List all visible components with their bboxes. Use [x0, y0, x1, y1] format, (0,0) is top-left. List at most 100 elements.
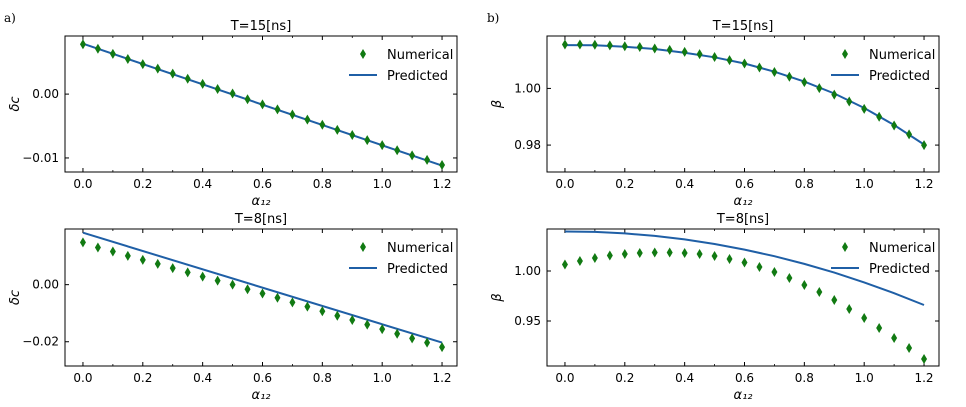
x-tick-label: 0.8	[795, 371, 814, 385]
x-tick-label: 0.8	[313, 177, 332, 191]
x-tick-label: 0.4	[675, 177, 694, 191]
legend-numerical-label: Numerical	[869, 241, 935, 256]
numerical-point	[876, 323, 883, 333]
y-tick-label: 1.00	[514, 81, 541, 95]
x-tick-label: 1.2	[432, 371, 451, 385]
numerical-point	[214, 275, 221, 286]
numerical-point	[681, 46, 688, 57]
numerical-point	[439, 159, 446, 170]
legend-predicted-label: Predicted	[387, 69, 448, 84]
numerical-point	[816, 83, 823, 94]
numerical-point	[94, 43, 101, 54]
numerical-point	[696, 249, 703, 259]
numerical-point	[891, 120, 898, 131]
legend-numerical-marker	[842, 242, 848, 252]
numerical-point	[124, 250, 131, 261]
legend: Numerical Predicted	[831, 48, 935, 84]
numerical-point	[651, 43, 658, 54]
chart-title: T=15[ns]	[230, 19, 292, 34]
numerical-point	[349, 129, 356, 140]
numerical-point	[741, 58, 748, 69]
x-tick-label: 0.6	[735, 371, 754, 385]
numerical-point	[561, 39, 568, 50]
legend-numerical-label: Numerical	[869, 48, 935, 63]
numerical-point	[274, 104, 281, 115]
numerical-point	[636, 42, 643, 53]
x-tick-label: 0.4	[193, 177, 212, 191]
x-axis-label: α₁₂	[252, 388, 271, 403]
numerical-point	[906, 343, 913, 353]
x-tick-label: 0.4	[675, 371, 694, 385]
x-tick-label: 0.6	[253, 177, 272, 191]
plot-frame	[64, 35, 458, 173]
y-tick-label: 0.95	[514, 314, 541, 328]
numerical-point	[79, 39, 86, 50]
numerical-point	[184, 267, 191, 278]
numerical-point	[576, 39, 583, 50]
numerical-point	[184, 73, 191, 84]
numerical-point	[409, 150, 416, 161]
x-tick-label: 0.0	[73, 371, 92, 385]
legend: Numerical Predicted	[349, 241, 453, 277]
numerical-point	[229, 88, 236, 99]
chart-bottom-left: T=8[ns] 0.0 0.2 0.4 0.6 0.8 1.0 1.2 0.00 −0.02 α₁₂…	[8, 212, 458, 403]
numerical-point	[666, 247, 673, 258]
y-tick-label: 1.00	[514, 264, 541, 278]
numerical-point	[199, 271, 206, 282]
x-tick-label: 0.0	[73, 177, 92, 191]
numerical-point	[771, 66, 778, 77]
plot-frame	[546, 228, 940, 367]
numerical-point	[786, 71, 793, 82]
y-tick-label: 0.98	[514, 138, 541, 152]
legend-numerical-label: Numerical	[387, 241, 453, 256]
numerical-point	[846, 96, 853, 107]
chart-top-left: T=15[ns] 0.0 0.2 0.4 0.6 0.8 1.0 1.2 0.00 −0.01 α₁…	[8, 19, 458, 209]
numerical-point	[214, 83, 221, 94]
numerical-point	[891, 333, 898, 343]
numerical-point	[364, 319, 371, 330]
numerical-point	[756, 62, 763, 73]
x-tick-label: 1.0	[373, 371, 392, 385]
predicted-line	[564, 230, 925, 306]
x-axis-label: α₁₂	[252, 194, 271, 209]
legend-predicted-label: Predicted	[869, 262, 930, 277]
numerical-point	[289, 297, 296, 308]
plot-frame	[546, 35, 940, 173]
chart-title: T=15[ns]	[712, 19, 774, 34]
y-tick-label: −0.02	[22, 335, 59, 349]
numerical-point	[94, 242, 101, 253]
numerical-point	[154, 63, 161, 74]
x-tick-label: 1.2	[914, 371, 933, 385]
numerical-point	[846, 304, 853, 314]
numerical-point	[831, 89, 838, 100]
numerical-point	[711, 51, 718, 62]
numerical-point	[289, 109, 296, 120]
legend: Numerical Predicted	[349, 48, 453, 84]
numerical-point	[816, 287, 823, 297]
legend-numerical-marker	[360, 49, 366, 59]
numerical-point	[831, 295, 838, 305]
numerical-point	[771, 267, 778, 277]
numerical-point	[379, 140, 386, 151]
numerical-point	[424, 154, 431, 165]
numerical-point	[636, 248, 643, 258]
numerical-point	[364, 135, 371, 146]
numerical-point	[274, 292, 281, 303]
numerical-point	[394, 145, 401, 156]
numerical-point	[906, 129, 913, 140]
numerical-point	[681, 248, 688, 258]
legend-numerical-marker	[360, 242, 366, 252]
x-tick-label: 0.0	[555, 177, 574, 191]
y-tick-label: 0.00	[32, 278, 59, 292]
y-axis-label: β	[490, 100, 505, 109]
chart-title: T=8[ns]	[234, 212, 287, 227]
x-tick-label: 0.6	[735, 177, 754, 191]
legend-predicted-label: Predicted	[869, 69, 930, 84]
numerical-point	[229, 279, 236, 290]
x-axis-label: α₁₂	[734, 388, 753, 403]
numerical-point	[259, 288, 266, 299]
numerical-point	[79, 237, 86, 248]
chart-bottom-right: T=8[ns] 0.0 0.2 0.4 0.6 0.8 1.0 1.2 1.00 0.95 α₁₂ β…	[490, 212, 940, 403]
numerical-point	[651, 247, 658, 258]
numerical-point	[711, 251, 718, 261]
